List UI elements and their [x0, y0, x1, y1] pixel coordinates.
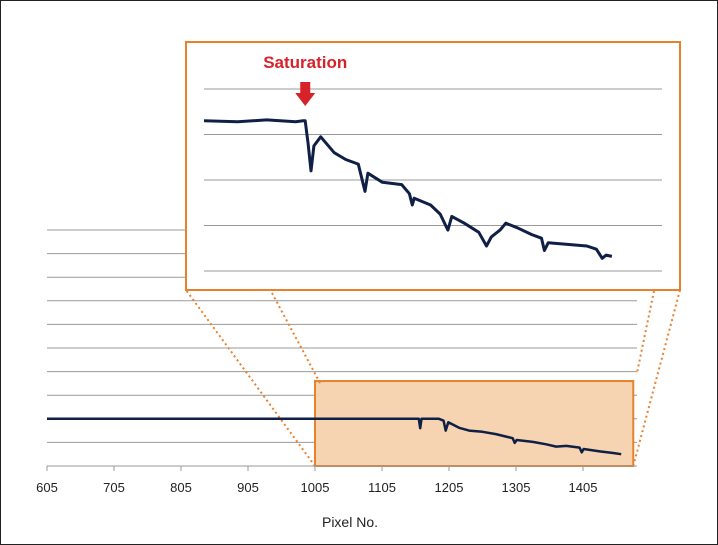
zoom-connector-line	[185, 289, 316, 467]
zoom-connectors	[185, 289, 681, 467]
inset-series-line	[203, 118, 613, 260]
x-tick-label: 905	[237, 480, 259, 495]
zoom-connector-line	[271, 292, 321, 384]
inset-frame	[185, 41, 681, 291]
x-tick-label: 1005	[301, 480, 330, 495]
x-tick-label: 1405	[569, 480, 598, 495]
x-tick-label: 1205	[435, 480, 464, 495]
x-tick-label: 1105	[368, 480, 396, 495]
inset-gridlines	[204, 88, 662, 272]
saturation-arrow-icon	[295, 82, 316, 106]
zoom-connector-line	[636, 290, 655, 374]
inset-zoom-panel: Saturation	[185, 41, 681, 291]
zoom-connector-line	[632, 289, 681, 467]
x-tick-label: 605	[36, 480, 58, 495]
saturation-annotation: Saturation	[263, 53, 347, 72]
x-tick-label: 705	[103, 480, 125, 495]
main-series-line	[47, 417, 622, 456]
x-axis-ticks: 605 705 805 905 1005 1105 1205 1305 1405	[36, 466, 597, 495]
x-axis-label: Pixel No.	[322, 514, 378, 530]
x-tick-label: 805	[170, 480, 192, 495]
x-tick-label: 1305	[502, 480, 531, 495]
zoom-region	[314, 380, 635, 468]
